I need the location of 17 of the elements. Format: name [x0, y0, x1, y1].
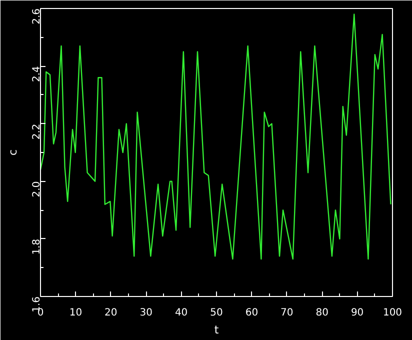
- x-tick-label: 70: [280, 308, 294, 318]
- y-tick-label: 2.0: [32, 181, 42, 198]
- x-tick-label: 10: [69, 308, 82, 318]
- x-tick-label: 20: [104, 308, 118, 318]
- y-tick-label: 2.2: [32, 124, 42, 140]
- x-tick-label: 40: [174, 308, 188, 318]
- x-tick-label: 80: [316, 308, 328, 318]
- x-tick-label: 100: [382, 308, 402, 318]
- x-axis-title: t: [214, 324, 220, 336]
- y-tick-label: 2.4: [32, 66, 42, 82]
- y-axis-title: c: [6, 149, 20, 156]
- y-tick-label: 2.6: [32, 8, 42, 24]
- x-tick-label: 60: [245, 308, 258, 318]
- x-tick-label: 30: [140, 308, 152, 318]
- x-tick-label: 90: [350, 308, 364, 318]
- y-tick-label: 1.8: [32, 238, 42, 255]
- x-tick-label: 50: [210, 308, 223, 318]
